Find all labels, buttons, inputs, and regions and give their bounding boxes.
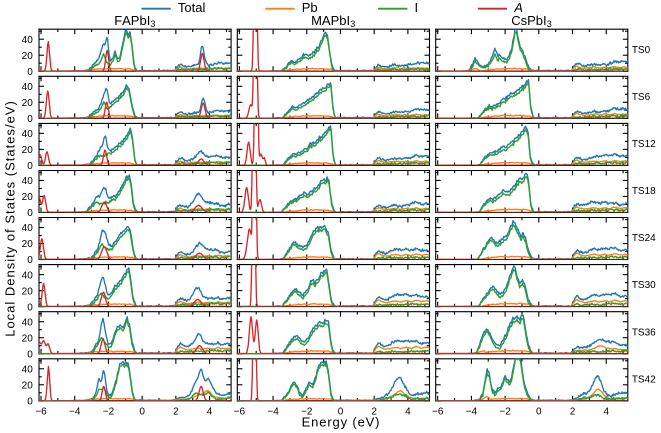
svg-text:0: 0 [27, 396, 33, 407]
svg-text:−4: −4 [69, 407, 81, 418]
svg-text:4: 4 [207, 407, 213, 418]
svg-text:0: 0 [27, 208, 33, 219]
svg-text:−2: −2 [301, 407, 313, 418]
svg-text:−6: −6 [234, 407, 246, 418]
svg-text:−2: −2 [103, 407, 115, 418]
svg-text:20: 20 [22, 286, 34, 297]
svg-text:40: 40 [22, 317, 34, 328]
svg-text:TS6: TS6 [632, 92, 651, 103]
svg-text:TS0: TS0 [632, 45, 651, 56]
svg-text:−6: −6 [432, 407, 444, 418]
svg-text:−4: −4 [267, 407, 279, 418]
svg-text:TS18: TS18 [632, 186, 656, 197]
svg-text:Energy (eV): Energy (eV) [302, 415, 381, 430]
svg-text:4: 4 [405, 407, 411, 418]
svg-text:2: 2 [173, 407, 179, 418]
svg-text:20: 20 [22, 98, 34, 109]
svg-text:40: 40 [22, 223, 34, 234]
svg-text:20: 20 [22, 333, 34, 344]
svg-text:40: 40 [22, 129, 34, 140]
svg-text:Pb: Pb [302, 0, 318, 15]
svg-text:Local Density of States (State: Local Density of States (States/eV) [2, 100, 17, 337]
svg-text:40: 40 [22, 176, 34, 187]
svg-text:M A P b: M A P b I 3 [311, 12, 355, 29]
svg-text:0: 0 [536, 407, 542, 418]
svg-text:40: 40 [22, 270, 34, 281]
svg-text:TS30: TS30 [632, 280, 656, 291]
svg-text:0: 0 [27, 67, 33, 78]
svg-text:40: 40 [22, 35, 34, 46]
svg-text:2: 2 [371, 407, 377, 418]
svg-text:TS12: TS12 [632, 139, 656, 150]
svg-text:20: 20 [22, 51, 34, 62]
svg-text:−2: −2 [499, 407, 511, 418]
svg-text:−4: −4 [466, 407, 478, 418]
svg-text:4: 4 [603, 407, 609, 418]
svg-text:0: 0 [27, 255, 33, 266]
svg-text:TS36: TS36 [632, 327, 656, 338]
svg-text:20: 20 [22, 380, 34, 391]
svg-text:0: 0 [27, 349, 33, 360]
svg-text:20: 20 [22, 192, 34, 203]
svg-text:0: 0 [27, 302, 33, 313]
svg-text:F A P b: F A P b I 3 [114, 12, 155, 29]
svg-text:40: 40 [22, 82, 34, 93]
svg-text:C s P b: C s P b I 3 [511, 12, 552, 29]
svg-text:20: 20 [22, 145, 34, 156]
svg-text:−6: −6 [35, 407, 47, 418]
svg-text:A: A [513, 0, 523, 15]
svg-text:2: 2 [570, 407, 576, 418]
svg-text:TS24: TS24 [632, 233, 656, 244]
svg-text:I: I [415, 0, 419, 15]
svg-text:20: 20 [22, 239, 34, 250]
svg-text:40: 40 [22, 364, 34, 375]
svg-text:0: 0 [27, 161, 33, 172]
svg-text:0: 0 [27, 114, 33, 125]
svg-text:0: 0 [139, 407, 145, 418]
svg-text:Total: Total [178, 0, 206, 15]
svg-text:TS42: TS42 [632, 374, 656, 385]
svg-text:0: 0 [338, 407, 344, 418]
